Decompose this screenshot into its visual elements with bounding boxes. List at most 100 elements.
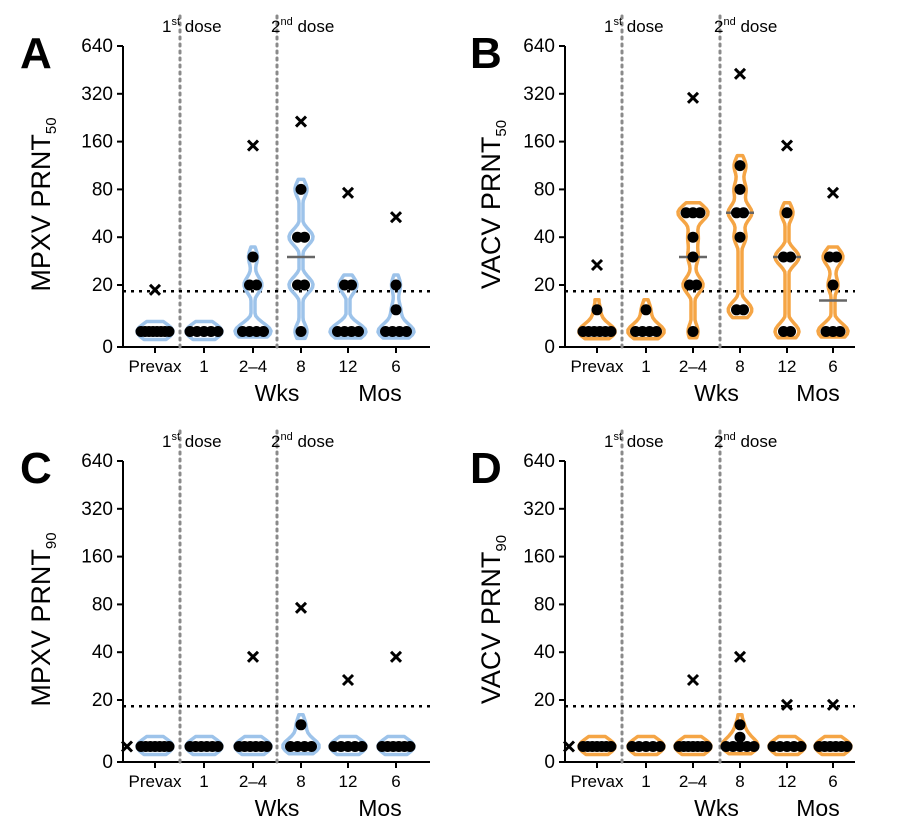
dose-ordinal: 1 <box>162 17 171 36</box>
x-category-label: 1 <box>199 772 208 791</box>
data-point <box>299 231 310 243</box>
x-category-label: 6 <box>828 357 837 376</box>
x-category-label: 1 <box>641 357 650 376</box>
outlier-x-stroke <box>389 211 403 224</box>
y-tick-label: 640 <box>81 451 113 472</box>
outlier-x-mark <box>246 139 260 152</box>
y-axis-label: VACV PRNT90 <box>476 535 510 704</box>
outlier-x-mark <box>686 91 700 104</box>
y-tick-label: 20 <box>534 275 555 296</box>
dose-superscript: nd <box>723 16 735 28</box>
x-category-label: 1 <box>641 772 650 791</box>
y-axis-label-main: MPXV PRNT <box>26 134 56 292</box>
x-category-label: 8 <box>735 772 744 791</box>
data-point <box>795 741 807 752</box>
outlier-x-stroke <box>780 139 794 152</box>
dose-ordinal: 2 <box>271 17 280 36</box>
data-point <box>748 741 760 752</box>
outlier-x-mark <box>389 650 403 663</box>
dose-ordinal: 1 <box>162 432 171 451</box>
outlier-x-mark <box>341 186 355 199</box>
data-point <box>295 183 307 195</box>
dose-text: dose <box>293 17 335 36</box>
data-point <box>605 741 617 752</box>
dose-text: dose <box>622 17 664 36</box>
data-point <box>251 279 262 291</box>
data-point <box>605 326 617 337</box>
unit-label-months: Mos <box>358 380 401 406</box>
y-axis-label-subscript: 90 <box>43 532 60 549</box>
data-point <box>651 326 662 337</box>
data-point <box>640 304 652 316</box>
y-axis-label: MPXV PRNT90 <box>26 532 60 706</box>
x-category-label: 6 <box>391 357 400 376</box>
outlier-x-mark <box>294 115 308 128</box>
data-point <box>353 326 364 337</box>
dose-superscript: st <box>613 16 622 28</box>
data-point <box>212 741 224 752</box>
y-tick-label: 320 <box>523 499 555 520</box>
outlier-x-mark <box>389 211 403 224</box>
unit-label-months: Mos <box>796 795 839 821</box>
data-point <box>691 279 702 291</box>
data-point <box>346 279 357 291</box>
outlier-x-mark <box>148 283 162 296</box>
y-tick-label: 160 <box>523 547 555 568</box>
y-tick-label: 20 <box>92 690 113 711</box>
y-tick-label: 0 <box>102 337 113 358</box>
x-category-label: 8 <box>296 772 305 791</box>
second-dose-label: 2nd dose <box>714 16 777 36</box>
data-point <box>404 741 416 752</box>
outlier-x-mark <box>562 740 576 753</box>
y-tick-label: 160 <box>523 132 555 153</box>
data-point <box>734 719 746 731</box>
y-tick-label: 640 <box>81 36 113 57</box>
data-point <box>212 326 224 337</box>
y-tick-label: 20 <box>534 690 555 711</box>
panel-b: B VACV PRNT50 0 20 40 80 160 320 640 Prevax 1 2–4 8 1… <box>470 14 855 406</box>
x-category-label: 12 <box>778 772 797 791</box>
y-tick-label: 40 <box>92 227 113 248</box>
dose-text: dose <box>622 432 664 451</box>
unit-label-months: Mos <box>358 795 401 821</box>
outlier-x-stroke <box>826 186 840 199</box>
data-point <box>687 326 699 337</box>
y-tick-label: 40 <box>534 642 555 663</box>
violin-shape <box>816 245 850 339</box>
x-category-label: Prevax <box>129 772 182 791</box>
data-point <box>591 304 603 316</box>
data-point <box>785 251 796 263</box>
x-category-label: 2–4 <box>679 772 707 791</box>
x-category-label: 2–4 <box>679 357 707 376</box>
data-point <box>247 251 259 263</box>
data-point <box>785 326 796 337</box>
data-point <box>827 279 839 291</box>
dose-superscript: st <box>613 431 622 443</box>
outlier-x-stroke <box>686 91 700 104</box>
outlier-x-stroke <box>733 650 747 663</box>
y-tick-label: 320 <box>81 84 113 105</box>
x-category-label: 6 <box>391 772 400 791</box>
first-dose-label: 1st dose <box>162 16 222 36</box>
data-point <box>781 207 793 219</box>
outlier-x-mark <box>294 601 308 614</box>
dose-text: dose <box>180 432 222 451</box>
outlier-x-stroke <box>148 283 162 296</box>
data-point <box>306 741 317 752</box>
second-dose-label: 2nd dose <box>271 16 334 36</box>
outlier-x-mark <box>246 650 260 663</box>
outlier-x-stroke <box>733 67 747 80</box>
violin-shape <box>287 177 315 341</box>
data-point <box>261 741 273 752</box>
outlier-x-stroke <box>341 673 355 687</box>
outlier-x-stroke <box>246 650 260 663</box>
x-category-label: Prevax <box>571 357 624 376</box>
violin-shape <box>726 153 754 320</box>
data-point <box>687 251 699 263</box>
data-point <box>734 231 746 243</box>
second-dose-label: 2nd dose <box>271 431 334 451</box>
data-point <box>401 326 412 337</box>
y-tick-label: 0 <box>544 337 555 358</box>
y-tick-label: 80 <box>534 594 555 615</box>
